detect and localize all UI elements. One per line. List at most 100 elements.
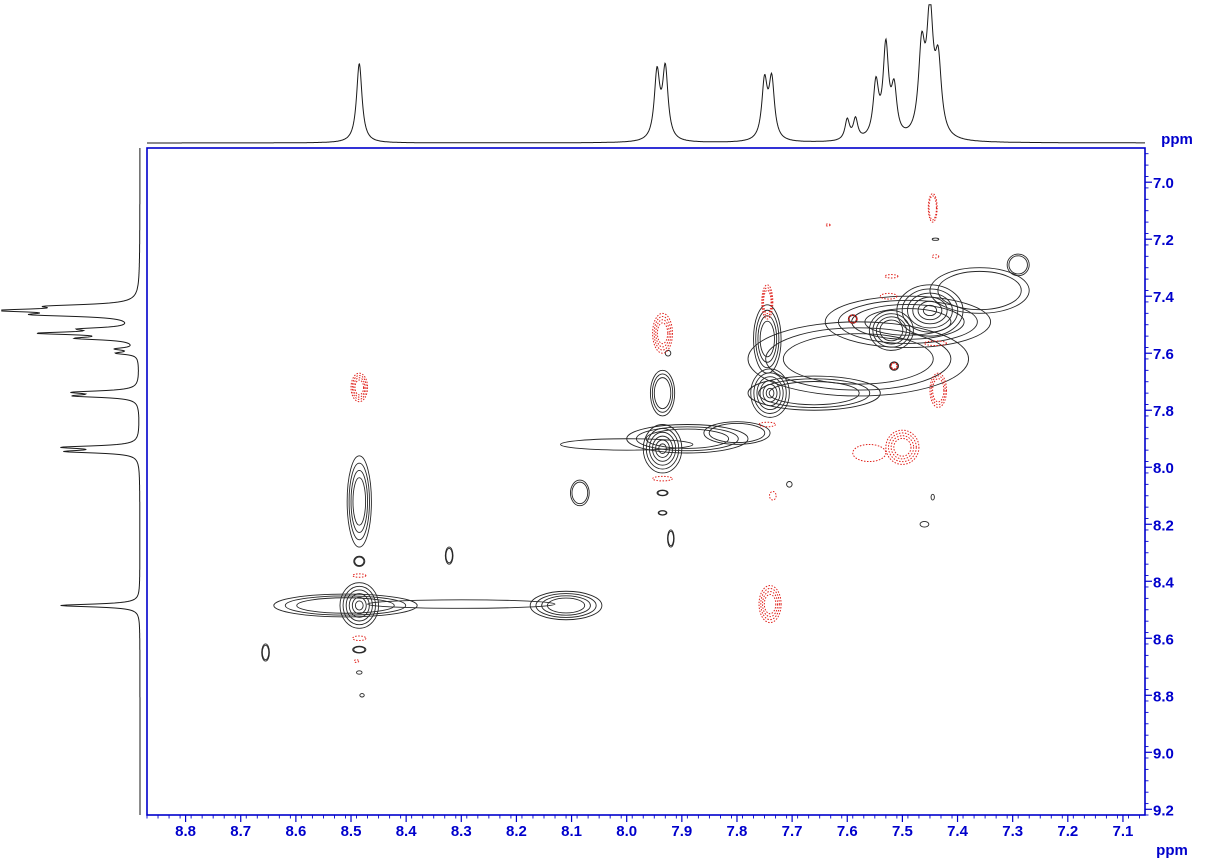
positive-contour — [765, 387, 775, 399]
negative-contour — [852, 443, 887, 463]
x-tick-label: 8.0 — [616, 823, 637, 840]
positive-contour — [875, 316, 907, 345]
negative-contour — [763, 593, 777, 615]
negative-contours — [350, 193, 948, 664]
negative-contour — [758, 585, 782, 624]
y-tick-label: 8.8 — [1153, 688, 1174, 705]
x-tick-label: 7.8 — [727, 823, 748, 840]
negative-contour — [931, 254, 940, 259]
negative-contour — [653, 316, 672, 351]
positive-contour — [656, 489, 669, 497]
positive-contour — [824, 295, 992, 348]
positive-contour — [348, 593, 370, 618]
positive-contour — [352, 477, 367, 526]
positive-contour — [1008, 255, 1028, 275]
negative-contour — [928, 195, 937, 221]
negative-contour — [758, 421, 777, 428]
negative-contour — [354, 379, 365, 396]
positive-contour — [571, 481, 589, 505]
negative-contour — [760, 588, 780, 621]
negative-contour — [350, 372, 369, 403]
positive-contours — [261, 237, 1030, 698]
positive-contour — [444, 546, 454, 565]
left-projection-trace — [1, 148, 141, 815]
x-tick-label: 8.2 — [506, 823, 527, 840]
positive-contour — [755, 309, 780, 369]
negative-contour — [885, 429, 920, 465]
top-projection-trace — [147, 4, 1145, 144]
top-1d-projection — [147, 4, 1145, 144]
x-tick-label: 8.3 — [451, 823, 472, 840]
x-tick-label: 8.5 — [341, 823, 362, 840]
x-axis-unit: ppm — [1156, 842, 1188, 859]
positive-contour — [756, 376, 784, 411]
positive-contour — [753, 304, 782, 374]
x-axis: 8.8 8.7 8.6 8.5 8.4 8.3 8.2 8.1 8.0 7.9 7.8 7.7 7.6 7… — [146, 815, 1140, 840]
negative-contour — [769, 490, 777, 501]
x-tick-label: 7.4 — [947, 823, 969, 840]
x-tick-label: 7.2 — [1057, 823, 1078, 840]
y-tick-label: 7.6 — [1153, 346, 1174, 363]
negative-contour — [353, 659, 360, 664]
negative-contour — [656, 322, 669, 345]
y-axis: 7.0 7.2 7.4 7.6 7.8 8.0 8.2 8.4 8.6 8.8 9.0 9.2 — [1145, 153, 1175, 819]
negative-contour — [352, 573, 367, 578]
y-tick-label: 8.6 — [1153, 631, 1174, 648]
positive-contour — [346, 455, 372, 548]
positive-contour — [657, 490, 668, 496]
y-tick-label: 7.8 — [1153, 403, 1174, 420]
positive-contour — [651, 373, 674, 413]
negative-contour — [847, 314, 858, 324]
positive-contour — [937, 270, 1022, 311]
negative-contour — [762, 590, 779, 618]
negative-contour — [923, 340, 948, 347]
negative-contour — [763, 289, 772, 315]
plot-frame — [146, 147, 1146, 816]
positive-contour — [703, 421, 771, 445]
positive-contour — [747, 321, 970, 397]
y-tick-label: 8.2 — [1153, 517, 1174, 534]
positive-contour — [261, 643, 270, 662]
x-tick-label: 7.1 — [1113, 823, 1134, 840]
negative-contour — [761, 284, 774, 320]
x-tick-label: 8.6 — [285, 823, 306, 840]
positive-contour — [759, 320, 775, 358]
positive-contour — [1006, 253, 1030, 277]
negative-contour — [887, 432, 917, 463]
positive-contour — [879, 319, 904, 342]
positive-contour — [352, 645, 367, 654]
y-tick-label: 9.2 — [1153, 802, 1174, 819]
positive-contour — [765, 327, 952, 391]
positive-contour — [261, 644, 270, 661]
x-tick-label: 7.7 — [782, 823, 803, 840]
negative-contour — [930, 375, 946, 406]
negative-contour — [932, 378, 945, 403]
left-1d-projection — [1, 148, 141, 815]
y-tick-label: 9.0 — [1153, 745, 1174, 762]
negative-contour — [929, 372, 948, 408]
positive-contour — [930, 493, 935, 501]
positive-contour — [653, 377, 672, 410]
x-tick-label: 7.5 — [892, 823, 913, 840]
positive-contour — [667, 529, 675, 548]
positive-contour — [284, 595, 407, 616]
positive-contour — [896, 284, 964, 337]
negative-contour — [652, 475, 673, 482]
negative-contour — [884, 274, 899, 279]
positive-contour — [919, 520, 930, 528]
positive-contour — [658, 510, 667, 516]
negative-contour — [890, 362, 898, 370]
positive-contour — [758, 378, 871, 408]
x-tick-label: 7.9 — [671, 823, 692, 840]
negative-contour — [352, 635, 367, 642]
negative-contour — [927, 193, 938, 223]
x-tick-label: 8.8 — [175, 823, 196, 840]
x-tick-label: 7.6 — [837, 823, 858, 840]
y-tick-label: 8.4 — [1153, 574, 1175, 591]
positive-contour — [353, 646, 366, 653]
positive-contour — [747, 375, 881, 411]
positive-contour — [708, 423, 766, 444]
y-tick-label: 8.0 — [1153, 460, 1174, 477]
positive-contour — [353, 555, 366, 567]
